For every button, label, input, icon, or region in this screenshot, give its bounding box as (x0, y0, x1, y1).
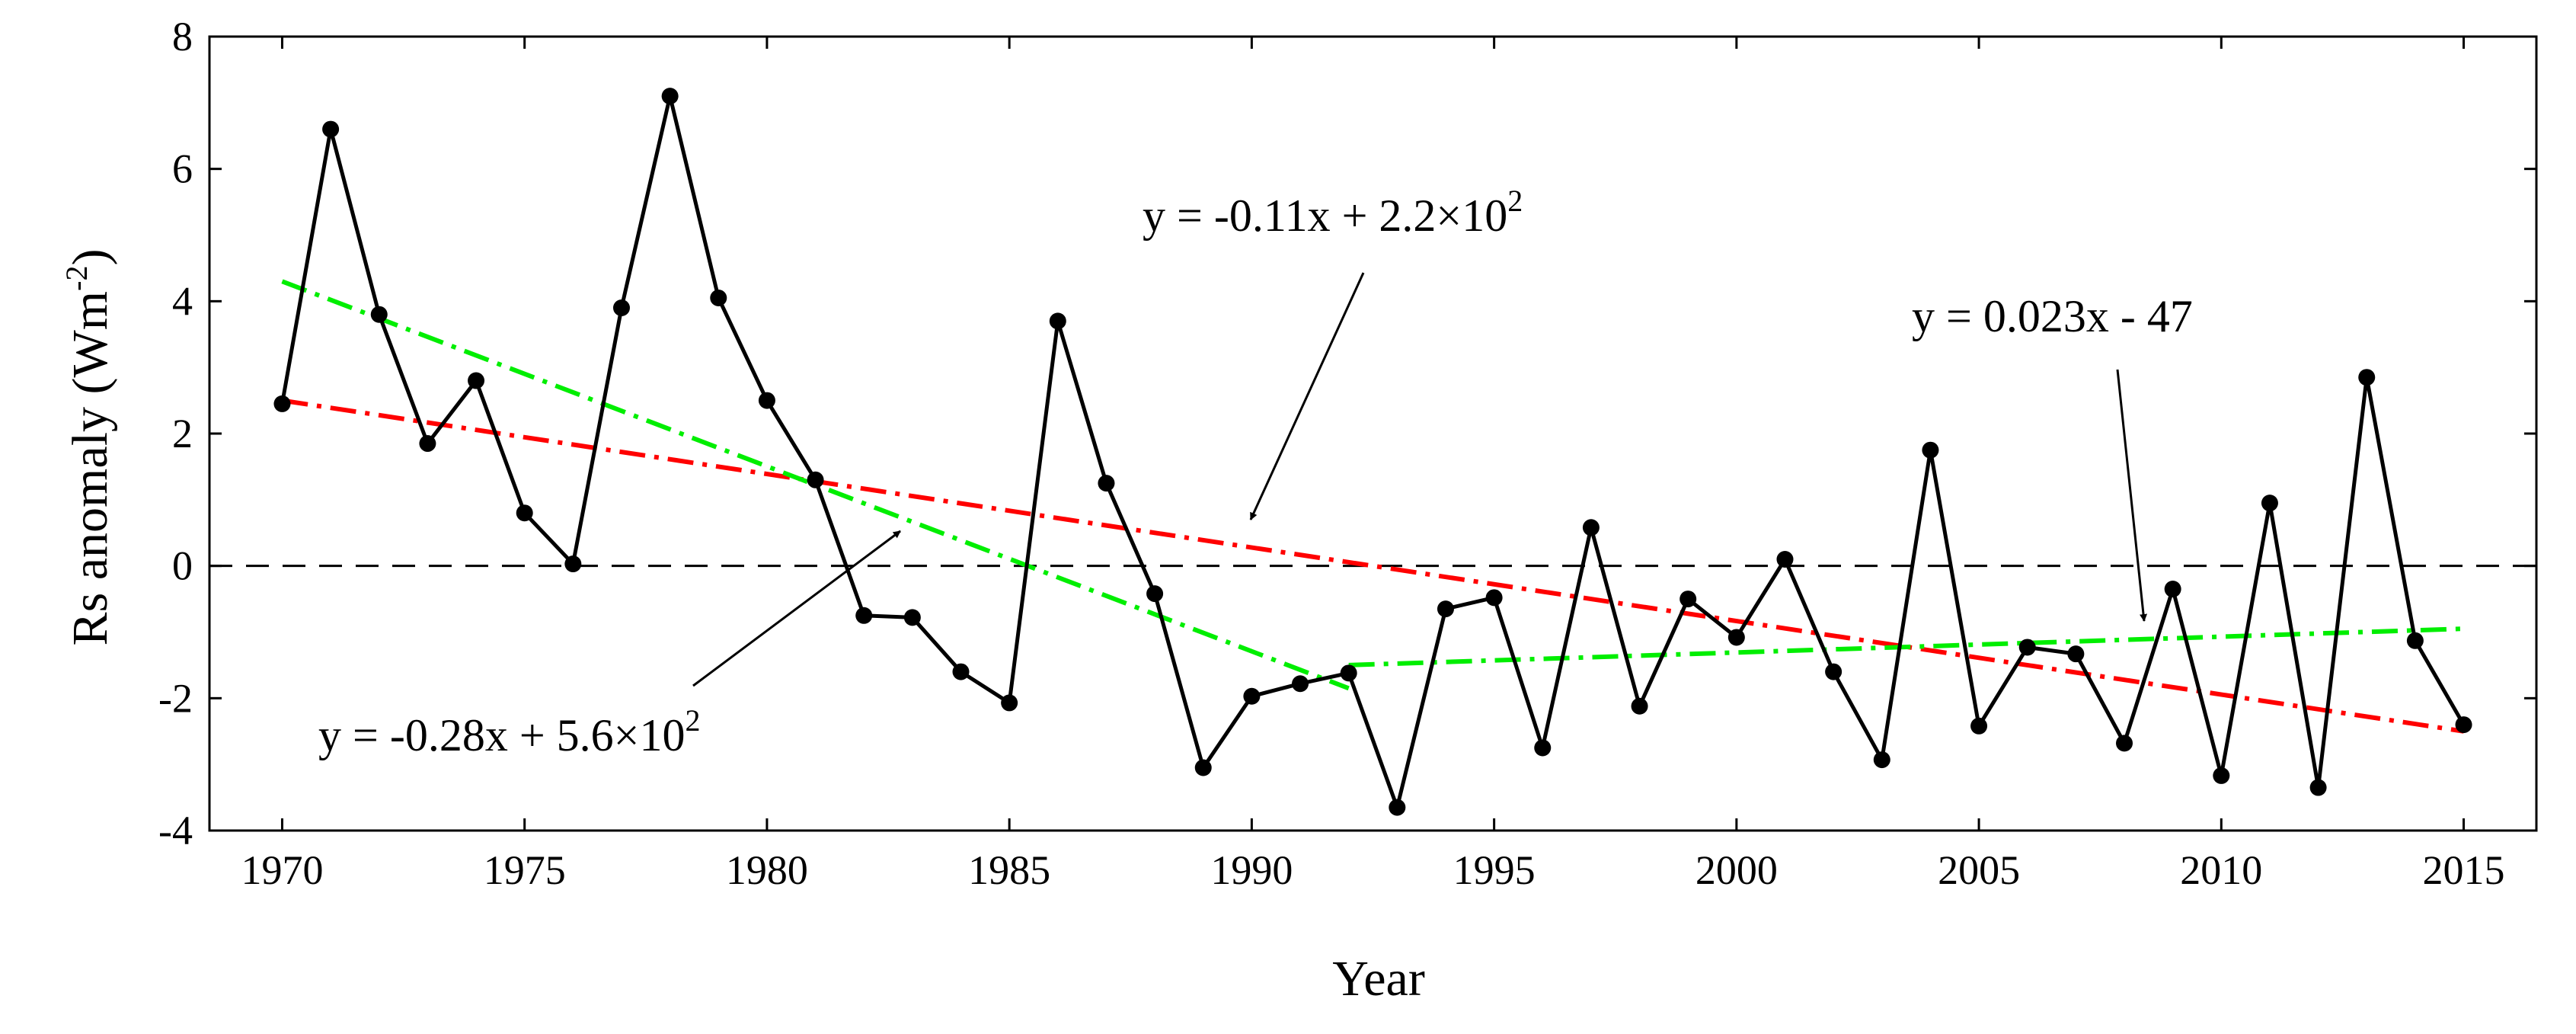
data-point (1727, 629, 1745, 646)
trend-line-1970-1992 (281, 279, 1350, 691)
data-point (2455, 716, 2472, 734)
data-point (1098, 475, 1115, 492)
data-point (273, 395, 291, 412)
data-point (2358, 369, 2376, 386)
data-point (855, 607, 873, 624)
equation-overall: y = -0.11x + 2.2×102 (1143, 184, 1523, 241)
data-point (2406, 632, 2424, 649)
data-point (1001, 694, 1018, 712)
x-tick-label: 1980 (726, 847, 808, 893)
data-point (1485, 589, 1503, 607)
x-tick-label: 1990 (1210, 847, 1293, 893)
x-tick-label: 2000 (1695, 847, 1778, 893)
arrow-1992-2015 (2116, 369, 2148, 622)
x-axis-ticks: 1970 1975 1980 1985 1990 1995 2000 2005 2010 2015 (241, 37, 2505, 893)
x-tick-label: 2015 (2423, 847, 2505, 893)
data-point (2213, 767, 2230, 784)
data-point (612, 299, 630, 317)
y-tick-label: -4 (158, 808, 193, 853)
data-point (419, 435, 436, 453)
data-point (1049, 312, 1066, 330)
data-point (1922, 441, 1939, 459)
arrow-overall (1249, 272, 1365, 520)
data-point (1437, 600, 1454, 618)
y-tick-label: 0 (172, 543, 193, 589)
y-tick-label: -2 (158, 675, 193, 721)
y-axis-title: Rs anomaly (Wm-2) (59, 249, 118, 646)
x-tick-label: 2005 (1938, 847, 2020, 893)
equation-1992-2015: y = 0.023x - 47 (1912, 291, 2193, 341)
data-point (1970, 717, 1988, 735)
data-point (1389, 799, 1406, 816)
arrow-1970-1992 (692, 530, 901, 687)
data-point (1825, 663, 1843, 680)
data-point (1582, 519, 1600, 536)
data-point (1680, 591, 1697, 608)
trend-line-overall (282, 398, 2464, 734)
x-tick-label: 1970 (241, 847, 323, 893)
data-point (1631, 697, 1648, 715)
x-tick-label: 1975 (484, 847, 566, 893)
data-point (2116, 735, 2133, 752)
data-point (516, 504, 533, 522)
data-point (370, 306, 388, 323)
x-tick-label: 1995 (1453, 847, 1536, 893)
data-point (1292, 675, 1309, 693)
data-point (903, 609, 921, 626)
x-tick-label: 1985 (968, 847, 1050, 893)
data-point (1340, 664, 1357, 682)
data-point (758, 392, 775, 409)
data-point (322, 120, 340, 138)
y-tick-label: 2 (172, 411, 193, 456)
x-tick-label: 2010 (2180, 847, 2262, 893)
data-point (564, 555, 582, 573)
data-point (1146, 585, 1164, 603)
y-tick-label: 6 (172, 146, 193, 192)
trend-line-1992-2015 (1348, 626, 2464, 667)
data-point (468, 372, 485, 389)
data-point (1776, 550, 1794, 568)
data-point (1243, 687, 1261, 705)
data-point (1194, 759, 1212, 776)
data-point (2309, 779, 2327, 796)
data-point (2164, 581, 2181, 598)
rs-anomaly-line (280, 94, 2466, 810)
y-tick-label: 4 (172, 278, 193, 324)
rs-anomaly-points (273, 88, 2472, 816)
data-point (952, 663, 970, 680)
data-point (2018, 639, 2036, 656)
data-point (807, 471, 824, 488)
data-point (1873, 751, 1890, 769)
equation-1970-1992: y = -0.28x + 5.6×102 (318, 703, 701, 760)
data-point (2067, 645, 2085, 663)
data-point (710, 289, 727, 306)
y-tick-label: 8 (172, 14, 193, 59)
data-point (661, 88, 679, 105)
data-point (1534, 739, 1552, 757)
data-point (2261, 495, 2278, 512)
x-axis-title: Year (1332, 951, 1425, 1007)
